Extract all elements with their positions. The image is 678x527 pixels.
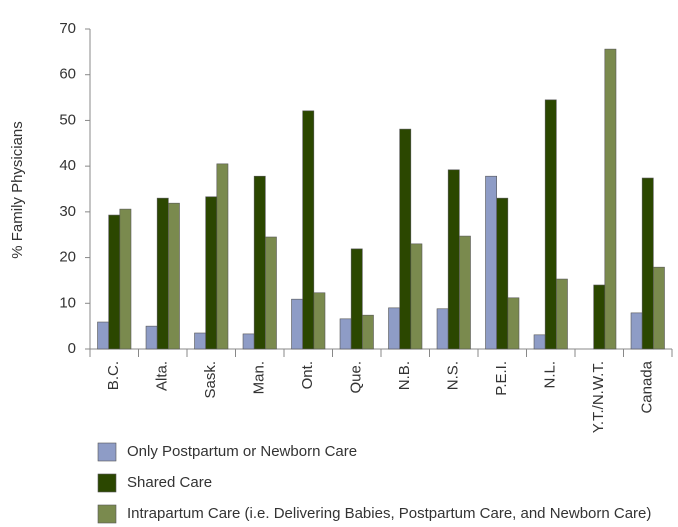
bar — [556, 278, 568, 350]
legend-label: Only Postpartum or Newborn Care — [127, 443, 357, 460]
bar — [459, 235, 471, 350]
bar — [253, 175, 266, 350]
bar — [362, 314, 374, 350]
x-tick-label: Canada — [639, 360, 656, 413]
bar — [507, 297, 520, 350]
bar — [119, 208, 132, 350]
x-tick-label: Alta. — [154, 361, 171, 391]
x-tick-label: Que. — [348, 361, 365, 394]
y-tick-label: 70 — [59, 20, 76, 37]
bar — [145, 325, 158, 350]
bar — [205, 196, 218, 350]
bar — [216, 163, 229, 350]
bar — [641, 177, 654, 350]
y-tick-label: 50 — [59, 111, 76, 128]
y-tick-label: 60 — [59, 66, 76, 83]
x-tick-label: Sask. — [202, 361, 219, 399]
x-tick-label: Y.T./N.W.T. — [590, 361, 607, 433]
bar — [630, 312, 643, 350]
x-tick-label: Ont. — [299, 361, 316, 389]
bar — [108, 214, 121, 350]
y-tick-label: 30 — [59, 203, 76, 220]
y-tick-label: 20 — [59, 249, 76, 266]
legend-swatch — [97, 442, 117, 462]
bar — [313, 292, 326, 350]
y-axis-label: % Family Physicians — [9, 121, 26, 259]
x-tick-label: N.S. — [445, 361, 462, 390]
bar — [399, 128, 412, 350]
bar — [410, 243, 423, 350]
x-tick-label: Man. — [251, 361, 268, 394]
bar — [388, 307, 400, 350]
x-tick-label: N.L. — [542, 361, 559, 389]
bar — [593, 284, 606, 350]
bar — [350, 248, 363, 350]
bar — [156, 197, 169, 350]
bar — [168, 202, 180, 350]
legend-label: Shared Care — [127, 474, 212, 491]
bar — [291, 298, 303, 350]
x-tick-label: B.C. — [105, 361, 122, 390]
x-tick-label: P.E.I. — [493, 361, 510, 396]
bar — [533, 334, 546, 350]
y-tick-label: 10 — [59, 294, 76, 311]
legend-swatch — [97, 504, 117, 524]
x-tick-label: N.B. — [396, 361, 413, 390]
bar — [653, 266, 665, 350]
bar — [194, 332, 206, 350]
bar — [302, 110, 315, 350]
bar — [339, 318, 352, 350]
bar — [496, 197, 509, 350]
bar — [242, 333, 255, 350]
bar — [447, 169, 460, 350]
bar — [544, 99, 557, 350]
y-tick-label: 0 — [68, 340, 76, 357]
bar — [97, 321, 109, 350]
bar — [604, 48, 617, 350]
bar — [265, 236, 277, 350]
legend-label: Intrapartum Care (i.e. Delivering Babies… — [127, 505, 651, 522]
y-tick-label: 40 — [59, 157, 76, 174]
bar — [485, 175, 497, 350]
bar — [436, 308, 449, 350]
legend-swatch — [97, 473, 117, 493]
